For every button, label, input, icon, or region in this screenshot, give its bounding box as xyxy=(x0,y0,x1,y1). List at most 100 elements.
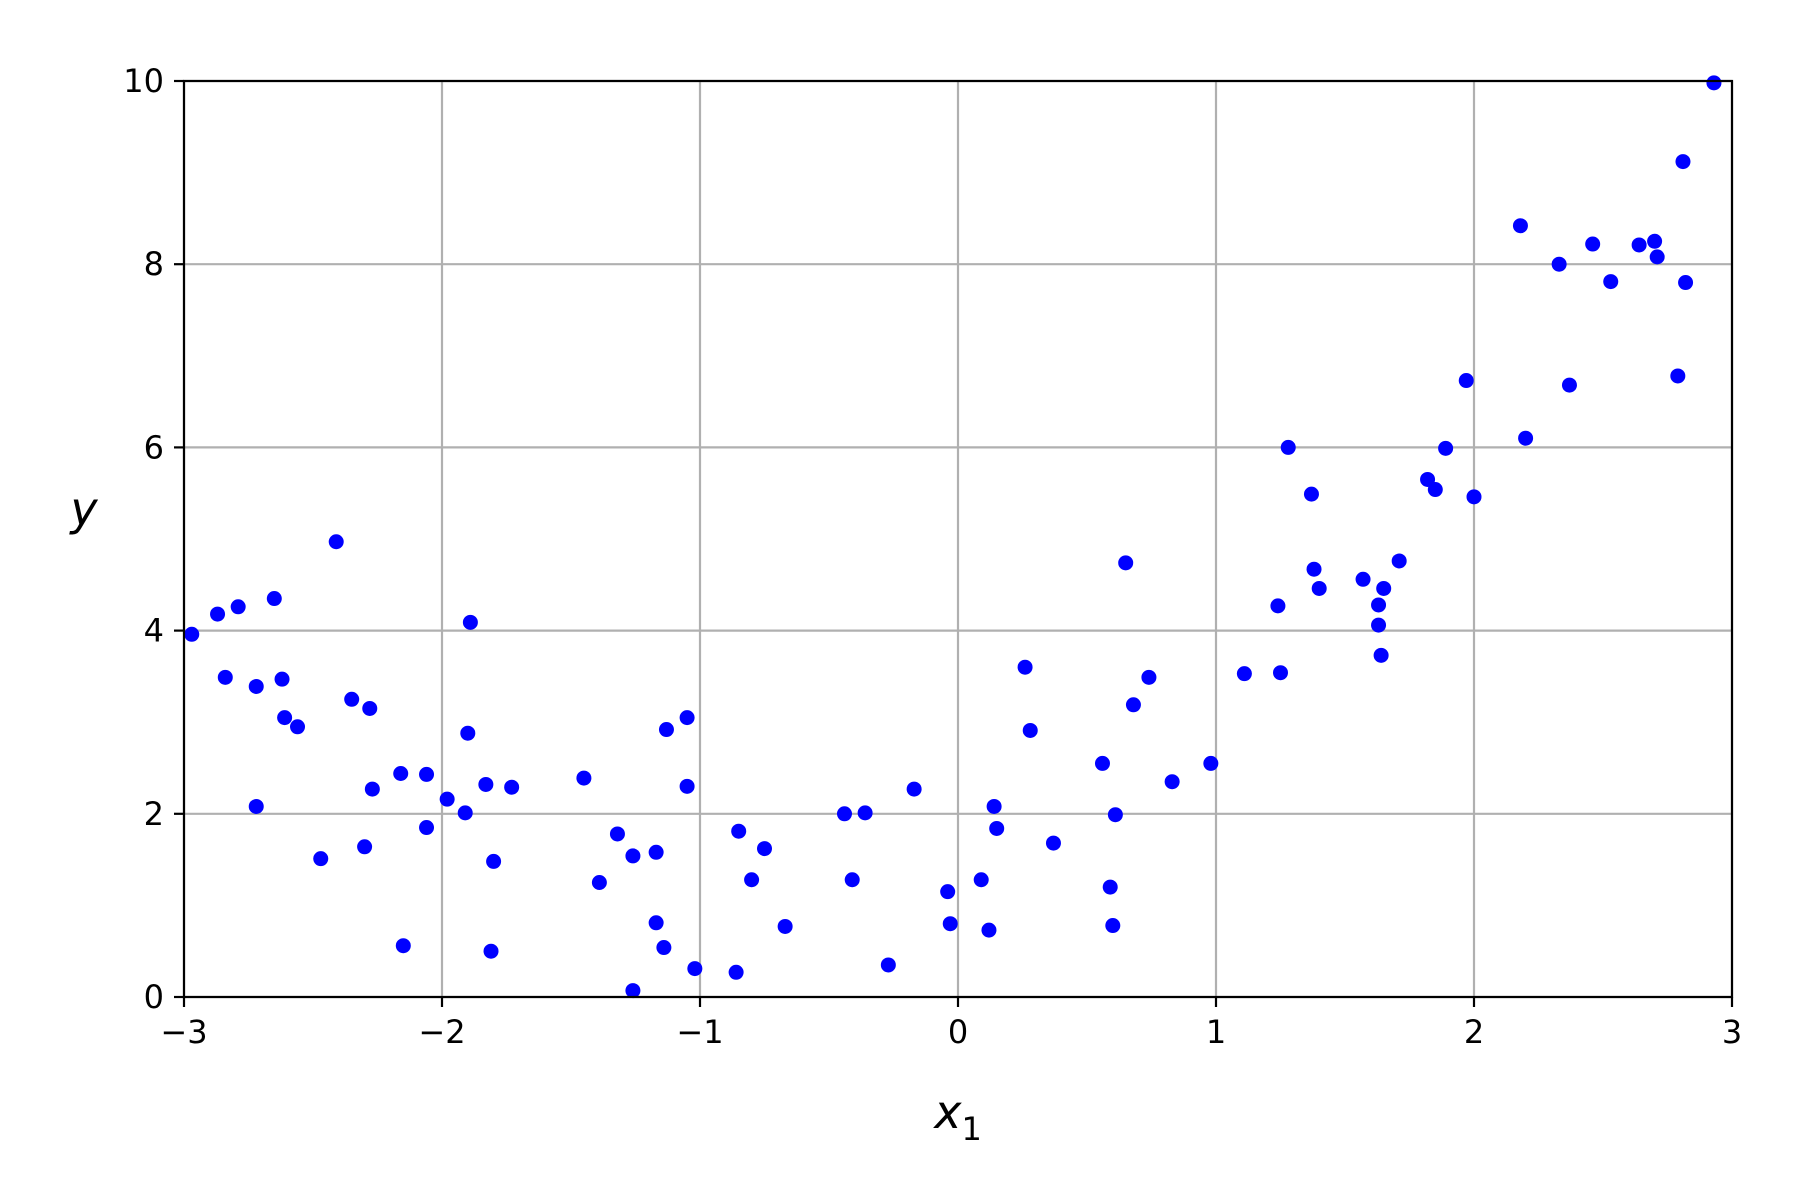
data-point xyxy=(1118,555,1134,571)
data-point xyxy=(1647,233,1663,249)
data-point xyxy=(1303,486,1319,502)
axis-ticks: −3 −2 −1 0 1 2 3 0 2 4 6 8 10 xyxy=(123,62,1742,1051)
data-point xyxy=(344,691,360,707)
data-point xyxy=(395,938,411,954)
data-point xyxy=(486,853,502,869)
x-tick-label: 3 xyxy=(1722,1013,1742,1051)
data-point xyxy=(1373,647,1389,663)
data-point xyxy=(1518,430,1534,446)
data-point xyxy=(1466,489,1482,505)
data-point xyxy=(457,805,473,821)
x-axis-label-main: x xyxy=(932,1085,962,1139)
data-point xyxy=(1458,373,1474,389)
data-point xyxy=(248,798,264,814)
data-point xyxy=(184,626,200,642)
x-tick-label: 0 xyxy=(948,1013,968,1051)
data-point xyxy=(419,766,435,782)
data-point xyxy=(609,826,625,842)
data-point xyxy=(744,872,760,888)
data-point xyxy=(1670,368,1686,384)
y-axis-label: y xyxy=(68,482,98,536)
data-point xyxy=(777,918,793,934)
data-point xyxy=(1391,553,1407,569)
data-point xyxy=(1585,236,1601,252)
data-point xyxy=(1706,75,1722,91)
data-point xyxy=(648,915,664,931)
data-point xyxy=(1678,275,1694,291)
data-point xyxy=(906,781,922,797)
data-point xyxy=(462,614,478,630)
data-point xyxy=(1376,580,1392,596)
data-point xyxy=(277,710,293,726)
data-point xyxy=(1045,835,1061,851)
y-tick-label: 10 xyxy=(123,62,164,100)
data-point xyxy=(478,776,494,792)
data-point xyxy=(679,778,695,794)
data-point xyxy=(1125,697,1141,713)
data-point xyxy=(274,671,290,687)
data-point xyxy=(757,841,772,857)
data-point xyxy=(844,872,860,888)
y-tick-label: 8 xyxy=(144,245,164,283)
data-point xyxy=(591,875,607,890)
data-point xyxy=(1141,669,1157,685)
x-tick-label: −1 xyxy=(676,1013,723,1051)
data-point xyxy=(986,798,1002,814)
x-tick-label: 1 xyxy=(1206,1013,1226,1051)
x-tick-label: −2 xyxy=(418,1013,465,1051)
data-point xyxy=(1561,377,1577,393)
data-point xyxy=(1603,274,1619,290)
data-point xyxy=(1512,218,1528,234)
data-point xyxy=(1102,879,1118,895)
data-point xyxy=(362,700,378,716)
data-point xyxy=(1164,774,1180,790)
data-point xyxy=(648,844,664,860)
data-point xyxy=(1438,440,1454,456)
data-point xyxy=(393,765,409,781)
data-point xyxy=(230,599,246,615)
data-point xyxy=(1631,237,1647,253)
data-point xyxy=(857,805,873,821)
y-tick-label: 4 xyxy=(144,612,164,650)
data-point xyxy=(1371,617,1387,633)
data-point xyxy=(419,820,435,836)
x-axis-label: x1 xyxy=(932,1085,982,1148)
data-point xyxy=(357,839,373,855)
grid-lines xyxy=(182,79,1734,999)
data-point xyxy=(989,820,1005,836)
data-point xyxy=(504,779,520,795)
data-point xyxy=(210,606,226,622)
data-point xyxy=(1427,482,1443,498)
data-points xyxy=(184,75,1722,999)
data-point xyxy=(1236,666,1252,682)
data-point xyxy=(658,722,674,738)
data-point xyxy=(1280,439,1296,455)
data-point xyxy=(460,725,476,741)
data-point xyxy=(1094,755,1110,771)
data-point xyxy=(942,916,958,932)
data-point xyxy=(625,848,641,864)
data-point xyxy=(687,961,703,977)
data-point xyxy=(1371,597,1387,613)
data-point xyxy=(1649,249,1665,265)
data-point xyxy=(328,534,344,550)
y-tick-label: 2 xyxy=(144,795,164,833)
data-point xyxy=(679,710,695,726)
x-tick-label: 2 xyxy=(1464,1013,1484,1051)
data-point xyxy=(1203,755,1219,771)
data-point xyxy=(1311,580,1327,596)
data-point xyxy=(266,591,282,607)
data-point xyxy=(1355,571,1371,587)
data-point xyxy=(217,669,233,685)
data-point xyxy=(625,983,641,999)
data-point xyxy=(731,823,747,839)
data-point xyxy=(880,957,896,973)
data-point xyxy=(973,872,989,888)
data-point xyxy=(1306,561,1322,577)
data-point xyxy=(1551,256,1567,272)
data-point xyxy=(576,770,592,786)
data-point xyxy=(483,943,499,959)
data-point xyxy=(1105,918,1121,934)
data-point xyxy=(656,940,672,956)
